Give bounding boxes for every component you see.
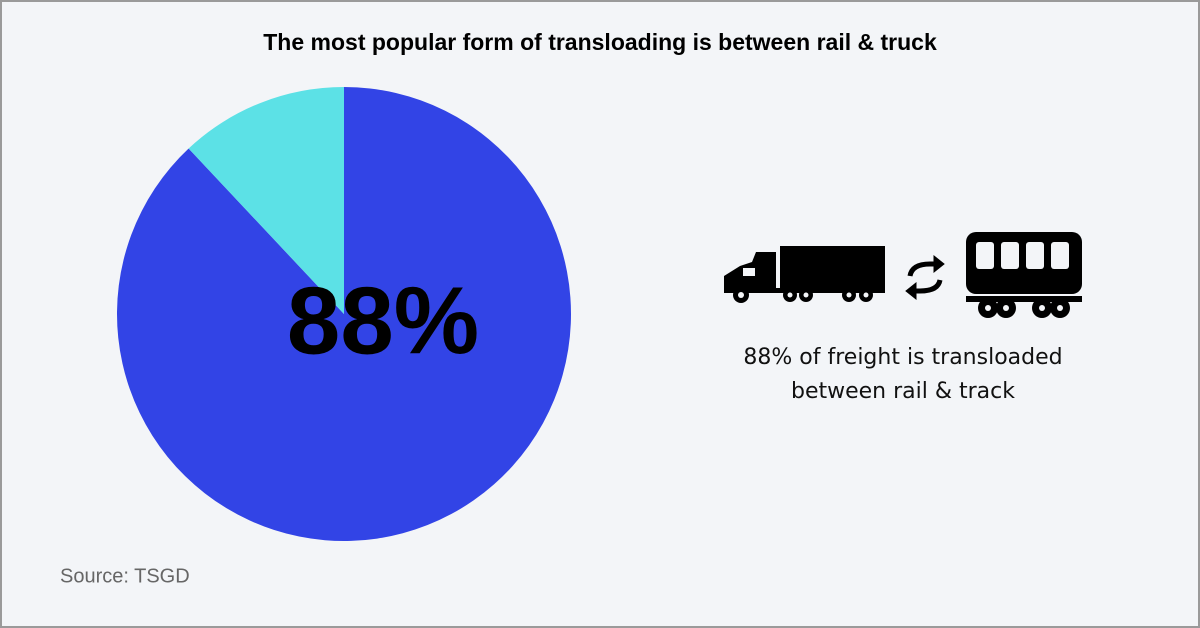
source: Source: TSGD — [60, 565, 190, 587]
railcar-icon — [966, 232, 1082, 318]
caption-line: between rail & track — [791, 379, 1015, 404]
truck-icon — [724, 246, 885, 303]
pie: 88% — [116, 87, 571, 541]
caption-line: 88% of freight is transloaded — [743, 345, 1062, 370]
chart-title: The most popular form of transloading is… — [263, 29, 937, 55]
pie-slice — [188, 87, 344, 314]
exchange-icon — [905, 254, 945, 301]
slice-label: 88% — [287, 267, 479, 374]
pie-slice — [116, 87, 571, 541]
